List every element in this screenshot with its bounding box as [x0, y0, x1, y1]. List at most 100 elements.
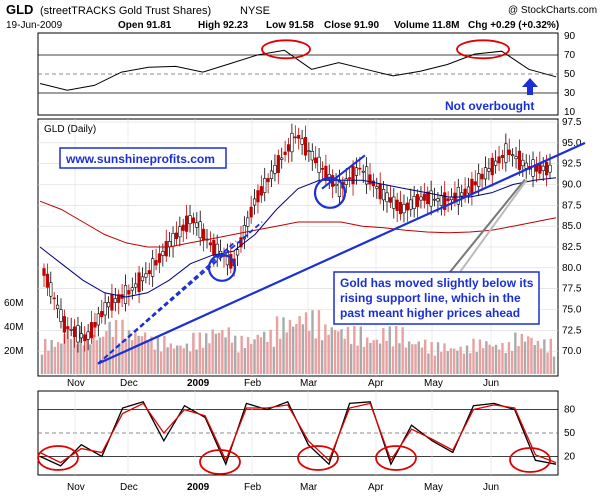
candle-body — [436, 198, 440, 202]
candle-body — [361, 170, 365, 173]
candle-body — [398, 202, 403, 215]
dashed-trend-line — [97, 240, 237, 365]
candle-body — [79, 333, 83, 339]
candle-body — [154, 260, 158, 266]
volume-bar — [523, 341, 527, 374]
volume-bar — [462, 353, 466, 374]
volume-bar — [517, 346, 520, 374]
volume-bar — [333, 329, 337, 374]
volume-bar — [153, 349, 156, 374]
price-panel-label: GLD (Daily) — [44, 124, 96, 135]
volume-bar — [327, 334, 330, 374]
candle-body — [89, 322, 94, 339]
price-tick-label: 87.5 — [562, 200, 582, 211]
candle-body — [439, 195, 443, 206]
x-tick-label: May — [424, 378, 443, 389]
candle-body — [93, 322, 97, 328]
volume-bar — [256, 334, 259, 374]
x-tick-label: 2009 — [187, 482, 210, 493]
volume-bar — [98, 337, 102, 374]
volume-bar — [498, 349, 501, 374]
candle-body — [188, 215, 192, 225]
candle-body — [266, 178, 270, 183]
candle-body — [123, 285, 128, 304]
volume-bar — [214, 333, 218, 374]
volume-bar — [205, 333, 208, 374]
candle-body — [140, 276, 145, 282]
volume-bar — [147, 340, 150, 374]
volume-bar — [536, 340, 540, 374]
volume-bar — [95, 340, 98, 374]
volume-bar — [201, 347, 205, 374]
candle-body — [419, 196, 423, 201]
stoch-highlight-circle — [37, 445, 79, 471]
volume-bar — [134, 332, 137, 374]
candle-body — [511, 154, 515, 157]
volume-bar — [472, 338, 475, 374]
x-tick-label: Apr — [368, 482, 384, 493]
candle-body — [83, 334, 87, 342]
volume-bar — [359, 326, 362, 374]
volume-bar — [549, 338, 552, 374]
volume-bar — [217, 332, 221, 374]
volume-bar — [304, 312, 308, 374]
candle-body — [249, 206, 253, 218]
rsi-tick-label: 10 — [564, 107, 576, 118]
candle-body — [185, 215, 189, 232]
candle-body — [72, 326, 77, 338]
rsi-highlight-circle — [261, 39, 311, 60]
volume-tick-label: 60M — [4, 298, 23, 309]
candle-body — [49, 282, 53, 297]
volume-bar — [73, 326, 76, 374]
volume-tick-label: 40M — [4, 322, 23, 333]
volume-bar — [230, 342, 234, 374]
candle-body — [113, 298, 117, 303]
candle-body — [286, 144, 291, 152]
volume-bar — [433, 355, 437, 374]
candle-body — [202, 228, 206, 241]
volume-bar — [298, 316, 301, 374]
volume-bar — [85, 332, 89, 374]
quote-close: Close 91.90 — [324, 20, 379, 31]
volume-bar — [324, 324, 327, 374]
symbol: GLD — [6, 2, 33, 17]
volume-bar — [337, 331, 340, 374]
candle-body — [388, 197, 392, 203]
volume-bar — [137, 335, 140, 374]
candle-body — [521, 159, 525, 167]
volume-bar — [282, 317, 285, 374]
volume-bar — [539, 348, 543, 374]
candle-body — [348, 177, 352, 180]
candle-body — [483, 167, 488, 180]
ma-red-line — [39, 200, 557, 248]
candle-body — [45, 273, 49, 288]
volume-bar — [111, 336, 115, 374]
candle-body — [252, 198, 257, 206]
candle-body — [297, 135, 301, 139]
candle-body — [477, 173, 481, 187]
candle-body — [144, 273, 148, 278]
candle-body — [548, 164, 552, 173]
volume-bar — [143, 332, 147, 374]
candle-body — [354, 167, 359, 176]
candle-body — [541, 165, 545, 171]
price-tick-label: 72.5 — [562, 325, 582, 336]
candle-body — [157, 253, 162, 263]
candle-body — [385, 192, 389, 203]
price-tick-label: 97.5 — [562, 117, 582, 128]
candle-body — [42, 268, 46, 276]
volume-bar — [130, 340, 134, 374]
volume-bar — [198, 332, 201, 374]
candle-body — [314, 157, 318, 164]
callout-pointer — [449, 178, 526, 273]
volume-bar — [89, 344, 92, 374]
candle-body — [269, 170, 274, 179]
volume-bar — [150, 336, 153, 374]
volume-bar — [320, 340, 324, 374]
volume-bar — [166, 347, 169, 374]
candle-body — [480, 173, 484, 180]
price-tick-label: 95.0 — [562, 138, 582, 149]
candle-body — [494, 160, 498, 166]
candle-body — [171, 233, 175, 247]
rsi-tick-label: 50 — [564, 69, 576, 80]
